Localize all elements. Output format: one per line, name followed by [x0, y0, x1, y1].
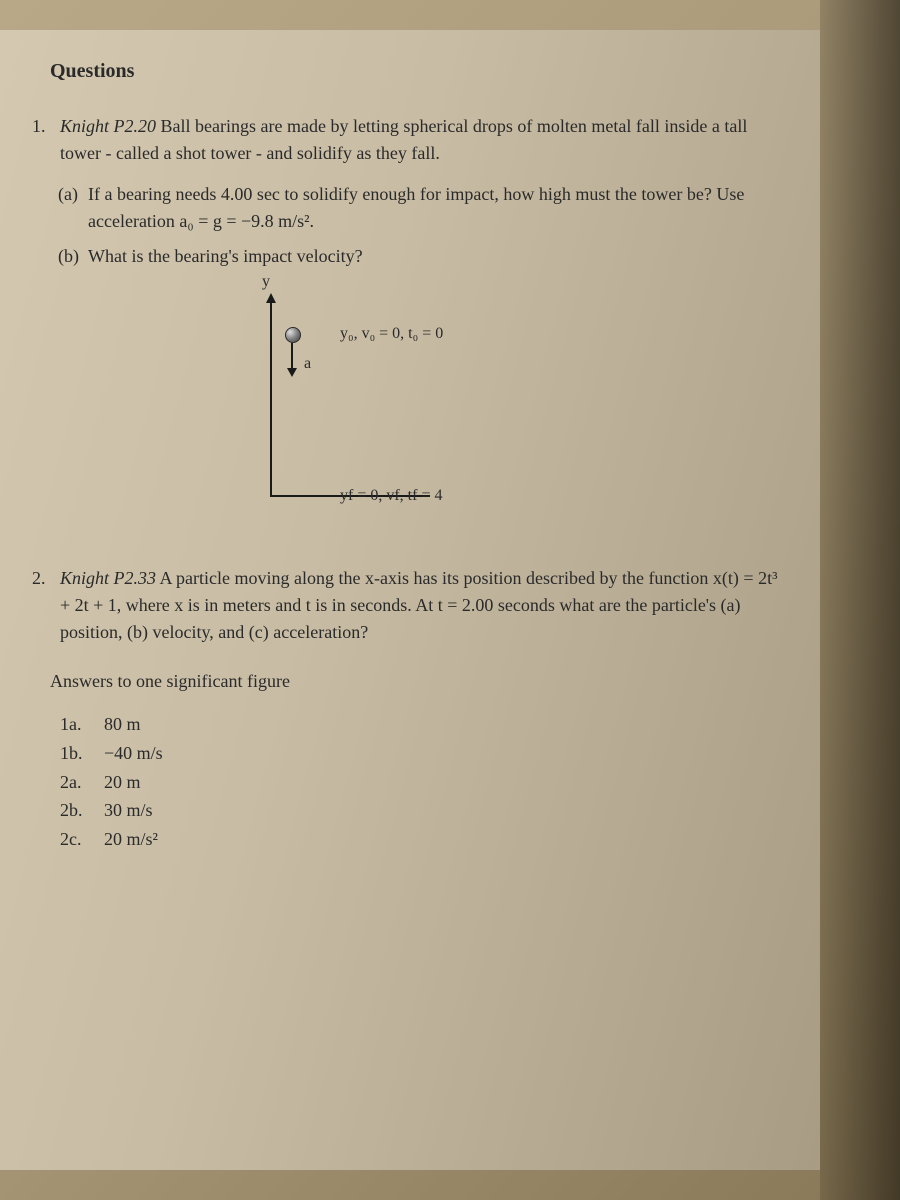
- initial-conditions: y₀, v₀ = 0, t₀ = 0: [340, 325, 443, 343]
- answer-row: 1a. 80 m: [60, 710, 780, 739]
- y-axis-label: y: [262, 273, 270, 291]
- section-title: Questions: [50, 60, 780, 83]
- part-text: If a bearing needs 4.00 sec to solidify …: [88, 184, 744, 231]
- answer-label: 1b.: [60, 739, 104, 768]
- question-number: 1.: [32, 113, 46, 140]
- part-label: (a): [58, 181, 78, 208]
- paper-sheet: Questions 1. Knight P2.20 Ball bearings …: [0, 30, 820, 1170]
- answer-value: 80 m: [104, 710, 141, 739]
- answer-label: 2a.: [60, 768, 104, 797]
- question-1: 1. Knight P2.20 Ball bearings are made b…: [60, 113, 780, 270]
- question-reference: Knight P2.33: [60, 568, 156, 588]
- question-2: 2. Knight P2.33 A particle moving along …: [60, 565, 780, 646]
- question-text: Ball bearings are made by letting spheri…: [60, 116, 747, 163]
- answer-value: 20 m: [104, 768, 141, 797]
- part-label: (b): [58, 243, 79, 270]
- answer-label: 2b.: [60, 796, 104, 825]
- answers-list: 1a. 80 m 1b. −40 m/s 2a. 20 m 2b. 30 m/s…: [60, 710, 780, 854]
- answer-row: 2b. 30 m/s: [60, 796, 780, 825]
- answer-label: 1a.: [60, 710, 104, 739]
- answers-heading: Answers to one significant figure: [50, 671, 780, 692]
- acceleration-arrow-icon: [291, 343, 293, 375]
- final-conditions: yf = 0, vf, tf = 4: [340, 487, 442, 505]
- part-text: What is the bearing's impact velocity?: [88, 246, 363, 266]
- question-text: A particle moving along the x-axis has i…: [60, 568, 777, 642]
- acceleration-label: a: [304, 355, 311, 373]
- answer-label: 2c.: [60, 825, 104, 854]
- y-axis: [270, 295, 272, 495]
- ball-icon: [285, 327, 301, 343]
- answer-row: 2a. 20 m: [60, 768, 780, 797]
- answer-row: 2c. 20 m/s²: [60, 825, 780, 854]
- page-shadow: [820, 0, 900, 1200]
- answer-value: 30 m/s: [104, 796, 153, 825]
- question-reference: Knight P2.20: [60, 116, 156, 136]
- question-1b: (b) What is the bearing's impact velocit…: [88, 243, 780, 270]
- answer-value: 20 m/s²: [104, 825, 158, 854]
- free-fall-diagram: y a y₀, v₀ = 0, t₀ = 0 yf = 0, vf, tf = …: [220, 295, 620, 535]
- question-1-parts: (a) If a bearing needs 4.00 sec to solid…: [88, 181, 780, 270]
- answer-value: −40 m/s: [104, 739, 163, 768]
- answer-row: 1b. −40 m/s: [60, 739, 780, 768]
- question-number: 2.: [32, 565, 46, 592]
- question-1a: (a) If a bearing needs 4.00 sec to solid…: [88, 181, 780, 235]
